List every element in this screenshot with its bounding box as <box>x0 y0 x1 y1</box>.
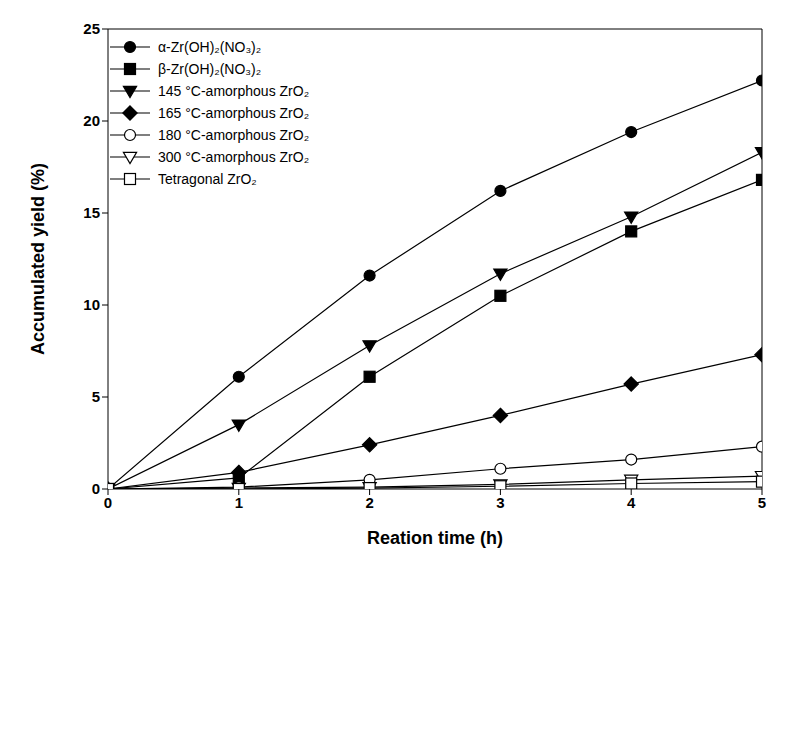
svg-text:Reation time (h): Reation time (h) <box>367 528 503 548</box>
svg-text:25: 25 <box>83 20 100 37</box>
svg-text:0: 0 <box>92 480 100 497</box>
svg-text:15: 15 <box>83 204 100 221</box>
html-text:β-Zr(OH)₂(NO₃)₂: β-Zr(OH)₂(NO₃)₂ <box>158 61 262 77</box>
svg-text:5: 5 <box>758 494 766 511</box>
html-text:Tetragonal ZrO₂: Tetragonal ZrO₂ <box>158 171 257 187</box>
svg-text:5: 5 <box>92 388 100 405</box>
svg-text:4: 4 <box>627 494 636 511</box>
svg-text:0: 0 <box>104 494 112 511</box>
svg-text:Accumulated yield (%): Accumulated yield (%) <box>28 163 48 355</box>
html-text:300 °C-amorphous ZrO₂: 300 °C-amorphous ZrO₂ <box>158 149 310 165</box>
html-text:145 °C-amorphous ZrO₂: 145 °C-amorphous ZrO₂ <box>158 83 310 99</box>
svg-text:20: 20 <box>83 112 100 129</box>
svg-text:10: 10 <box>83 296 100 313</box>
svg-text:3: 3 <box>496 494 504 511</box>
svg-text:2: 2 <box>365 494 373 511</box>
html-text:180 °C-amorphous ZrO₂: 180 °C-amorphous ZrO₂ <box>158 127 310 143</box>
html-text:165 °C-amorphous ZrO₂: 165 °C-amorphous ZrO₂ <box>158 105 310 121</box>
svg-text:1: 1 <box>235 494 243 511</box>
html-text:α-Zr(OH)₂(NO₃)₂: α-Zr(OH)₂(NO₃)₂ <box>158 39 262 55</box>
